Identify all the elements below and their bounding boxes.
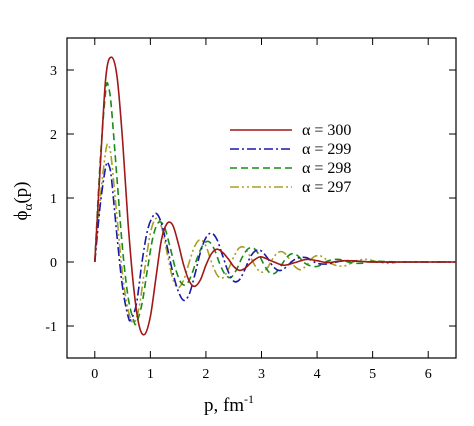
y-axis-title-subscript: α bbox=[20, 203, 35, 210]
series-line-1 bbox=[94, 56, 456, 336]
y-tick-label: 1 bbox=[50, 192, 57, 207]
x-tick-label: 6 bbox=[425, 367, 432, 382]
legend-label: α = 298 bbox=[302, 160, 351, 177]
x-axis-title: p, fm-1 bbox=[204, 392, 254, 416]
x-axis-title-superscript: -1 bbox=[244, 392, 254, 406]
y-tick-label: 3 bbox=[50, 64, 57, 79]
x-tick-label: 4 bbox=[314, 367, 321, 382]
y-tick-label: 2 bbox=[50, 128, 57, 143]
series-line-2 bbox=[94, 161, 456, 322]
x-axis-title-text: p, fm bbox=[204, 395, 244, 416]
y-axis-title-symbol: ϕ bbox=[11, 210, 32, 220]
x-tick-label: 2 bbox=[202, 367, 209, 382]
plot-frame bbox=[66, 37, 457, 359]
x-tick-label: 5 bbox=[369, 367, 376, 382]
series-layer bbox=[94, 56, 456, 336]
legend-label: α = 299 bbox=[302, 141, 351, 158]
x-tick-label: 3 bbox=[258, 367, 265, 382]
series-line-4 bbox=[94, 143, 456, 324]
axis-tick-labels: 0 1 2 3 4 5 6 -1 0 1 2 3 bbox=[45, 64, 431, 382]
series-line-3 bbox=[94, 81, 456, 326]
y-axis-title-argument: (p) bbox=[11, 182, 32, 204]
y-tick-label: 0 bbox=[50, 256, 57, 271]
x-tick-label: 0 bbox=[91, 367, 98, 382]
axis-ticks bbox=[67, 38, 456, 358]
y-tick-label: -1 bbox=[45, 320, 57, 335]
x-tick-label: 1 bbox=[147, 367, 154, 382]
legend: α = 300 α = 299 α = 298 α = 297 bbox=[230, 122, 351, 196]
legend-label: α = 300 bbox=[302, 122, 351, 139]
legend-label: α = 297 bbox=[302, 179, 351, 196]
y-axis-title: ϕα(p) bbox=[11, 182, 35, 221]
